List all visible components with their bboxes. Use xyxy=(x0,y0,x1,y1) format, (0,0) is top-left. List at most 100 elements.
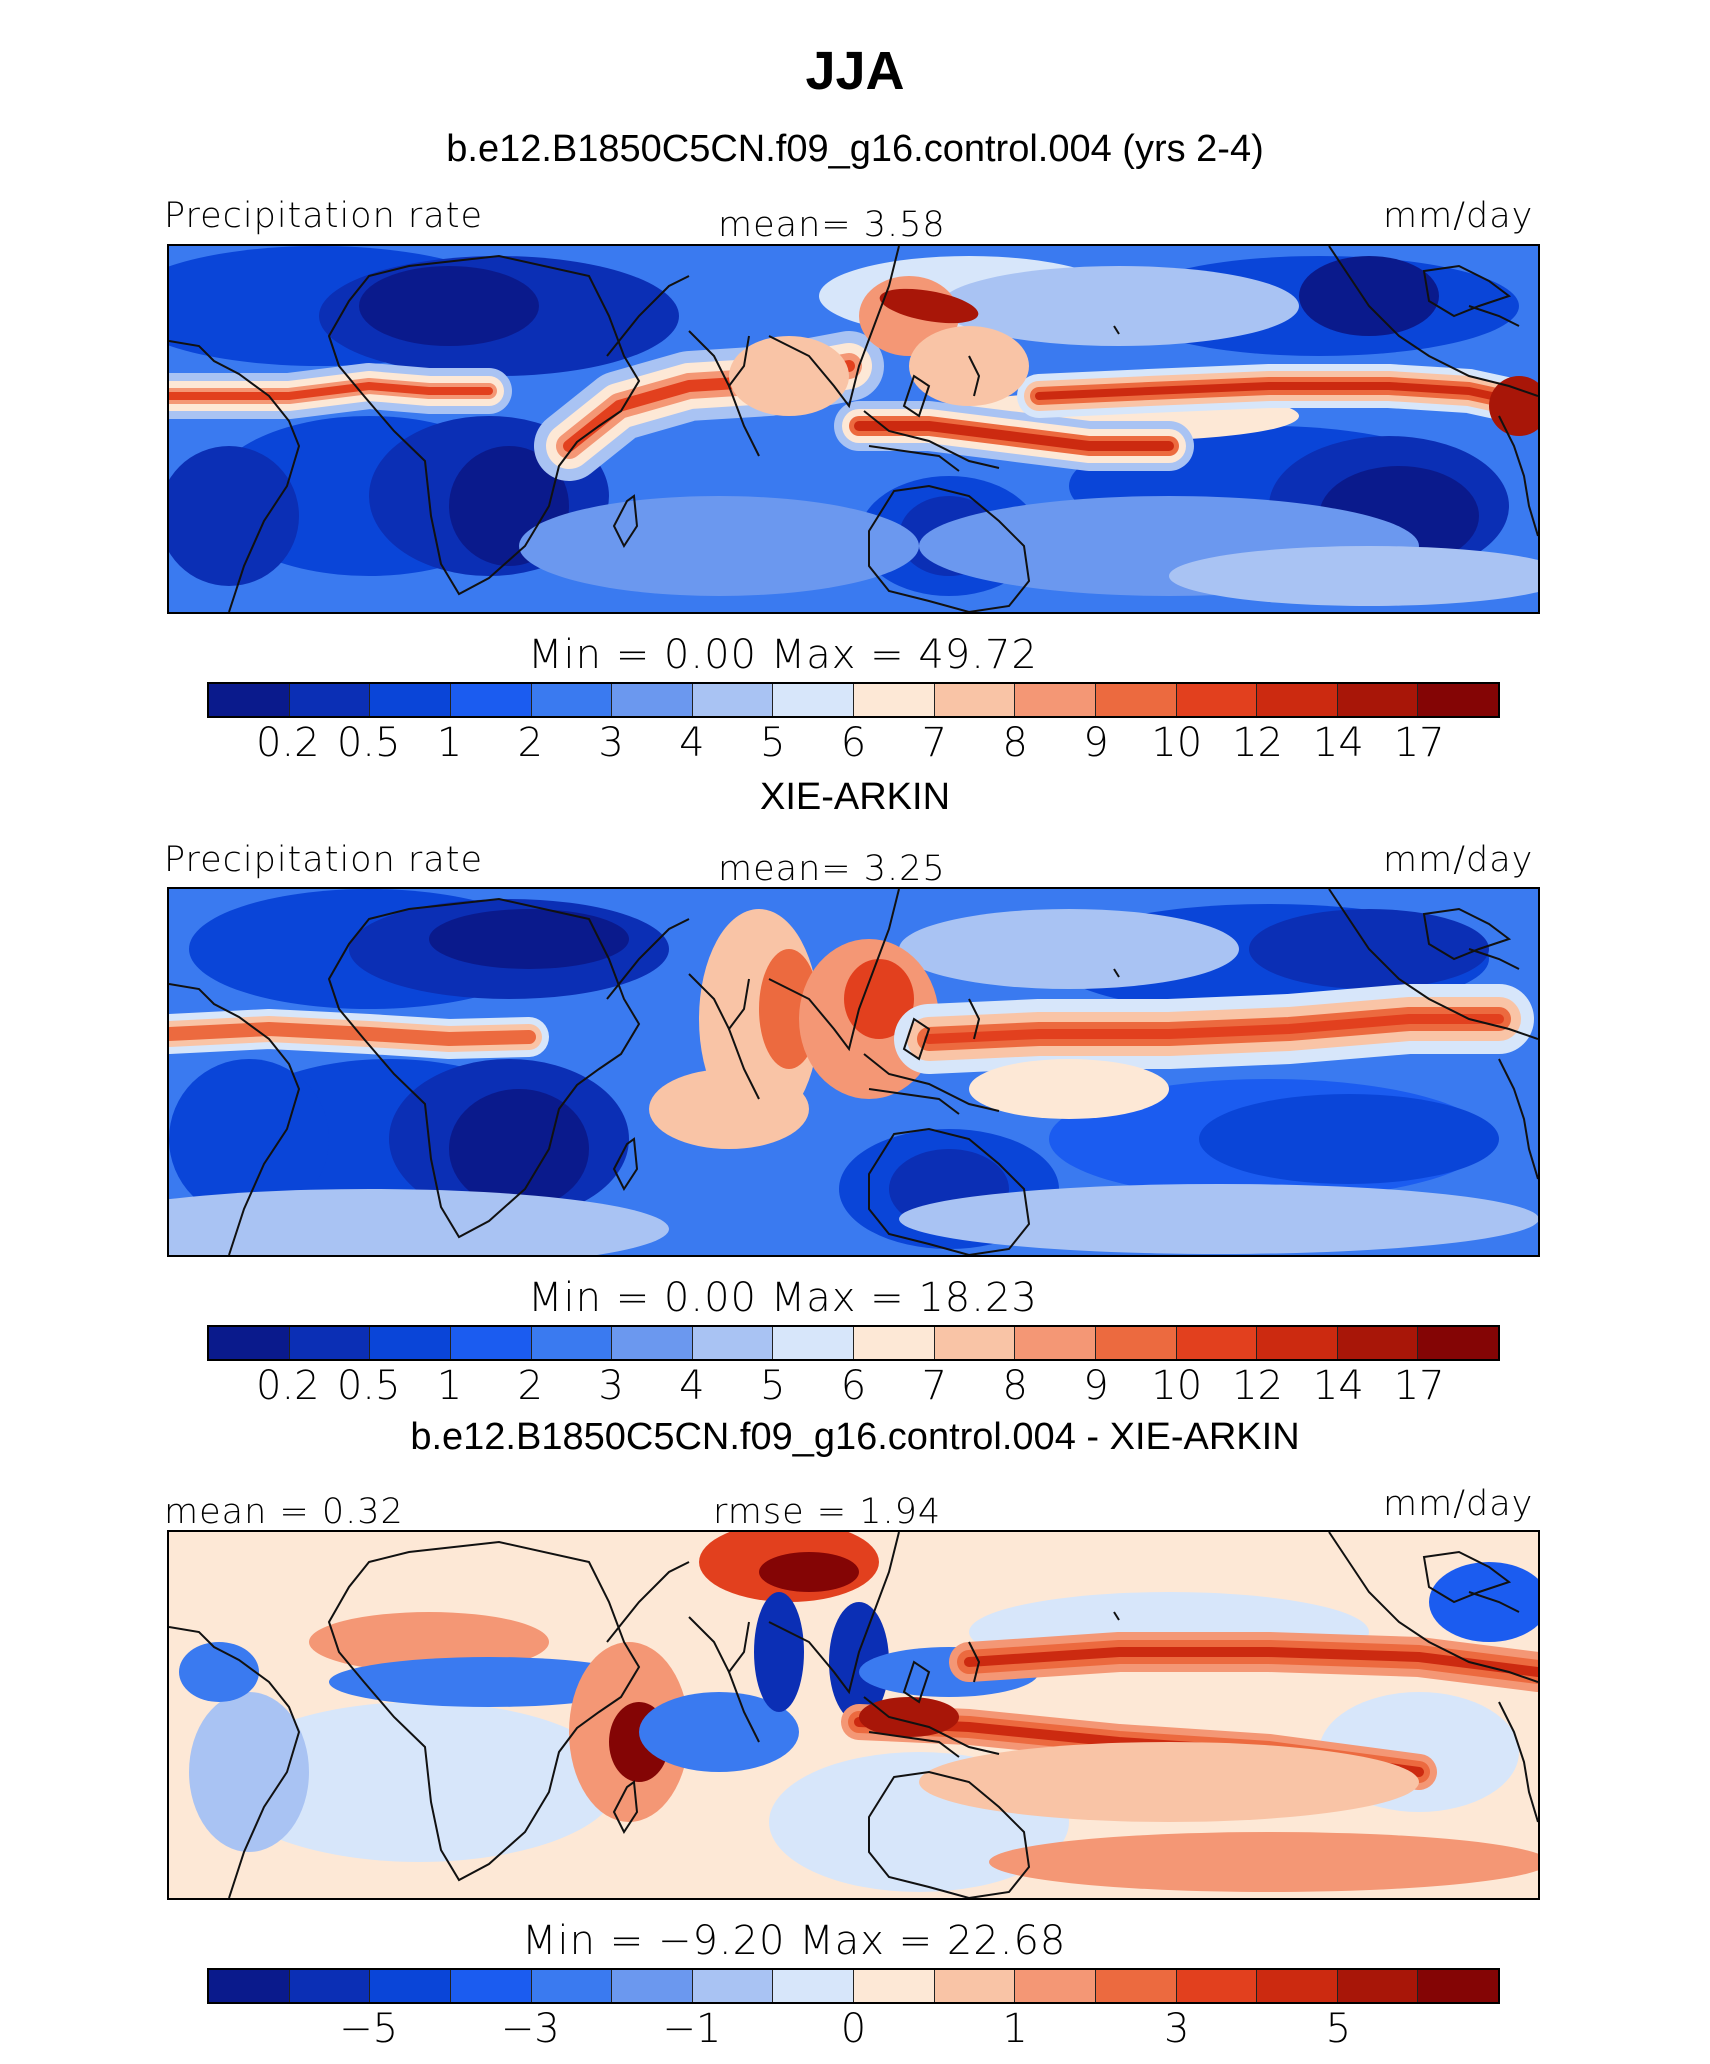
colorbar-swatch xyxy=(1418,1327,1498,1359)
colorbar-swatch xyxy=(1015,1327,1096,1359)
colorbar-tick-label: 9 xyxy=(1083,1363,1109,1409)
colorbar-tick-label: 10 xyxy=(1151,1363,1203,1409)
colorbar-tick-label: 17 xyxy=(1393,1363,1445,1409)
field-contour xyxy=(219,1702,619,1862)
field-contour xyxy=(1299,256,1439,336)
coastline xyxy=(902,374,931,418)
field-contour xyxy=(1169,546,1538,606)
colorbar-tick-label: −1 xyxy=(662,2006,722,2052)
panel-3-rmse-label: rmse = 1.94 xyxy=(713,1492,942,1532)
colorbar-tick-label: 9 xyxy=(1083,720,1109,766)
colorbar-tick-label: 0.5 xyxy=(336,720,401,766)
coastline xyxy=(868,1127,1031,1255)
colorbar-swatch xyxy=(1095,1970,1177,2002)
colorbar-swatch xyxy=(289,1970,371,2002)
coastline xyxy=(868,445,960,472)
colorbar-swatch xyxy=(1015,684,1096,716)
colorbar-swatch xyxy=(370,1327,451,1359)
coastline xyxy=(606,275,690,357)
coastline xyxy=(868,1731,960,1758)
coastline xyxy=(327,1540,641,1882)
colorbar-swatch xyxy=(692,684,774,716)
colorbar-tick-label: 7 xyxy=(921,1363,948,1409)
field-contour xyxy=(1035,382,1538,410)
panel-2-units-label: mm/day xyxy=(1383,840,1534,880)
coastline xyxy=(968,998,981,1040)
coastline xyxy=(612,1780,639,1835)
coastline xyxy=(863,1696,1000,1755)
field-contour xyxy=(429,909,629,969)
coastline xyxy=(863,1053,1000,1112)
colorbar-swatch xyxy=(934,684,1016,716)
field-contour xyxy=(924,1014,1504,1044)
coastline xyxy=(728,385,760,457)
colorbar-tick-label: 8 xyxy=(1002,1363,1028,1409)
field-contour xyxy=(169,382,493,400)
field-contour xyxy=(639,1692,799,1772)
panel-1-map xyxy=(167,244,1540,614)
colorbar-swatch xyxy=(612,1327,693,1359)
colorbar-swatch xyxy=(1015,1970,1096,2002)
colorbar-swatch xyxy=(1257,684,1338,716)
coastline xyxy=(612,494,639,549)
colorbar-swatch xyxy=(692,1970,774,2002)
colorbar-swatch xyxy=(209,684,290,716)
colorbar-swatch xyxy=(1337,684,1419,716)
colorbar-tick-label: 12 xyxy=(1232,1363,1284,1409)
field-contour xyxy=(854,421,1174,451)
colorbar-tick-label: 7 xyxy=(921,720,948,766)
figure-title: JJA xyxy=(805,41,905,101)
colorbar-swatch xyxy=(1418,684,1498,716)
coastline xyxy=(1328,889,1538,1040)
colorbar-swatch xyxy=(934,1327,1016,1359)
field-contour xyxy=(899,1184,1538,1254)
field-contour xyxy=(829,1602,889,1722)
field-contour xyxy=(359,266,539,346)
colorbar-swatch xyxy=(370,1970,451,2002)
panel-3-colorbar xyxy=(207,1968,1500,2004)
colorbar-tick-label: 3 xyxy=(598,720,624,766)
coastline xyxy=(768,889,900,1052)
panel-1-minmax: Min = 0.00 Max = 49.72 xyxy=(528,632,1038,678)
colorbar-tick-label: 6 xyxy=(840,1363,867,1409)
panel-2-map xyxy=(167,887,1540,1257)
colorbar-tick-label: 0 xyxy=(840,2006,867,2052)
colorbar-tick-label: 5 xyxy=(759,1363,786,1409)
field-contour xyxy=(449,1089,589,1209)
coastline xyxy=(1498,1058,1538,1180)
colorbar-swatch xyxy=(773,1327,854,1359)
field-contour xyxy=(989,1832,1538,1892)
colorbar-swatch xyxy=(289,1327,371,1359)
colorbar-tick-label: −3 xyxy=(500,2006,560,2052)
field-contour xyxy=(169,1059,329,1219)
colorbar-swatch xyxy=(370,684,451,716)
colorbar-swatch xyxy=(773,1970,854,2002)
colorbar-swatch xyxy=(854,1970,935,2002)
colorbar-tick-label: 3 xyxy=(1164,2006,1190,2052)
field-contour xyxy=(964,1647,1538,1677)
panel-2-colorbar xyxy=(207,1325,1500,1361)
colorbar-swatch xyxy=(450,1327,532,1359)
field-contour xyxy=(759,1552,859,1592)
field-contour xyxy=(969,1059,1169,1119)
coastline xyxy=(728,1028,760,1100)
coastline xyxy=(1498,415,1538,537)
coastline xyxy=(1468,1591,1520,1613)
colorbar-swatch xyxy=(854,1327,935,1359)
panel-1-title: b.e12.B1850C5CN.f09_g16.control.004 (yrs… xyxy=(446,128,1264,170)
colorbar-swatch xyxy=(612,1970,693,2002)
colorbar-swatch xyxy=(450,684,532,716)
colorbar-swatch xyxy=(1257,1970,1338,2002)
panel-3-minmax: Min = −9.20 Max = 22.68 xyxy=(522,1918,1067,1964)
colorbar-swatch xyxy=(773,684,854,716)
field-contour xyxy=(754,1592,804,1712)
colorbar-swatch xyxy=(450,1970,532,2002)
coastline xyxy=(768,246,900,409)
coastline xyxy=(1328,1532,1538,1683)
colorbar-swatch xyxy=(1176,684,1258,716)
coastline xyxy=(968,1641,981,1683)
coastline xyxy=(1113,968,1120,978)
colorbar-swatch xyxy=(1095,684,1177,716)
coastline xyxy=(968,355,981,397)
colorbar-tick-label: −5 xyxy=(339,2006,399,2052)
